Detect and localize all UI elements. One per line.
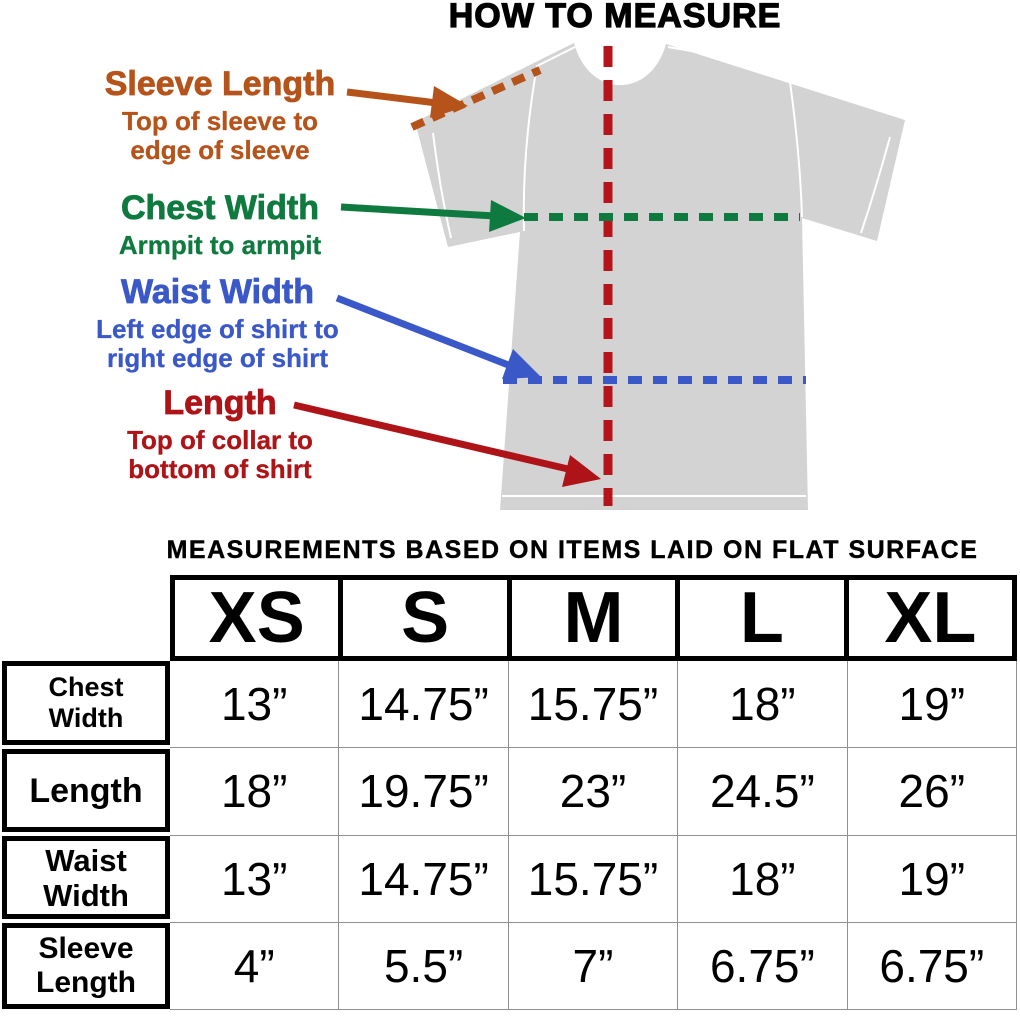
size-value-cell: 6.75” (678, 922, 847, 1009)
size-column-header: S (338, 578, 506, 658)
size-value-cell: 19” (847, 835, 1016, 922)
annotation-description: Top of collar to (127, 425, 313, 455)
chest-width-annotation: Chest Width Armpit to armpit (60, 189, 380, 260)
size-column-header: L (675, 578, 843, 658)
annotation-description: Left edge of shirt to (96, 314, 339, 344)
row-label-chest-width: Chest Width (2, 661, 170, 745)
size-column-header: M (506, 578, 675, 658)
row-label-line: Chest (48, 672, 124, 702)
size-value-cell: 18” (170, 748, 339, 835)
size-column-header: XS (208, 578, 305, 658)
size-value-cell: 26” (847, 748, 1016, 835)
annotation-label: Chest Width (120, 189, 320, 227)
row-label-line: Sleeve (38, 932, 134, 965)
size-value-cell: 6.75” (847, 922, 1016, 1009)
page-title: HOW TO MEASURE (448, 0, 782, 35)
annotation-description: bottom of shirt (128, 454, 312, 484)
annotation-label: Sleeve Length (104, 65, 336, 103)
annotation-description: right edge of shirt (107, 343, 328, 373)
size-value-cell: 24.5” (678, 748, 847, 835)
row-label-line: Waist (45, 842, 127, 878)
row-label-line: Width (43, 877, 129, 913)
size-value-cell: 15.75” (508, 661, 678, 748)
size-value-cell: 15.75” (508, 835, 678, 922)
row-label-line: Width (48, 703, 124, 733)
annotation-description: Top of sleeve to (122, 106, 318, 136)
size-value-cell: 13” (170, 661, 339, 748)
row-label-sleeve-length: Sleeve Length (2, 923, 170, 1009)
size-value-cell: 14.75” (339, 835, 508, 922)
size-table: XS S M L XL Chest Width Length Waist Wid… (2, 575, 1017, 1011)
size-value-cell: 18” (678, 661, 847, 748)
annotation-description: Armpit to armpit (118, 230, 322, 260)
size-value-cell: 18” (678, 835, 847, 922)
sleeve-length-annotation: Sleeve Length Top of sleeve to edge of s… (60, 65, 380, 165)
annotation-label: Length (163, 384, 277, 422)
size-value-cell: 19.75” (339, 748, 508, 835)
size-value-cell: 19” (847, 661, 1016, 748)
table-caption: MEASUREMENTS BASED ON ITEMS LAID ON FLAT… (166, 536, 979, 564)
row-label-length: Length (2, 749, 170, 832)
size-table-values: 13” 14.75” 15.75” 18” 19” 18” 19.75” 23”… (170, 661, 1017, 1010)
size-value-cell: 23” (508, 748, 678, 835)
chest-arrow (340, 200, 526, 232)
size-value-cell: 7” (508, 922, 678, 1009)
shirt-illustration (415, 43, 905, 510)
sleeve-arrow (346, 86, 468, 118)
size-value-cell: 4” (170, 922, 339, 1009)
size-table-header-row: XS S M L XL (170, 575, 1017, 661)
waist-arrow (335, 294, 541, 379)
annotation-label: Waist Width (121, 273, 315, 311)
annotation-description: edge of sleeve (130, 135, 310, 165)
shirt-seam-lines (432, 45, 891, 497)
size-value-cell: 13” (170, 835, 339, 922)
row-label-line: Length (29, 771, 143, 810)
size-value-cell: 14.75” (339, 661, 508, 748)
size-value-cell: 5.5” (339, 922, 508, 1009)
length-annotation: Length Top of collar to bottom of shirt (60, 384, 380, 484)
waist-width-annotation: Waist Width Left edge of shirt to right … (55, 273, 380, 373)
length-arrow (293, 401, 601, 487)
row-label-waist-width: Waist Width (2, 836, 170, 919)
size-column-header: XL (843, 578, 1012, 658)
row-label-line: Length (36, 966, 136, 999)
shirt-measure-diagram (293, 43, 905, 510)
sleeve-measure-dashed-line (410, 66, 542, 131)
